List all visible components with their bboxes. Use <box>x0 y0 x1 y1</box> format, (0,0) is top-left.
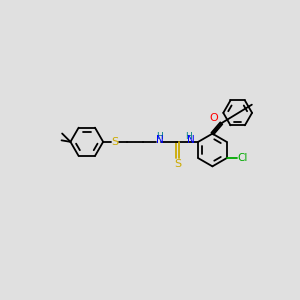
Text: H: H <box>185 132 192 141</box>
Text: H: H <box>156 132 162 141</box>
Text: S: S <box>112 137 118 147</box>
Text: Cl: Cl <box>237 153 247 163</box>
Text: S: S <box>174 158 181 169</box>
Text: N: N <box>156 135 164 145</box>
Text: N: N <box>187 135 194 145</box>
Text: O: O <box>209 113 218 123</box>
